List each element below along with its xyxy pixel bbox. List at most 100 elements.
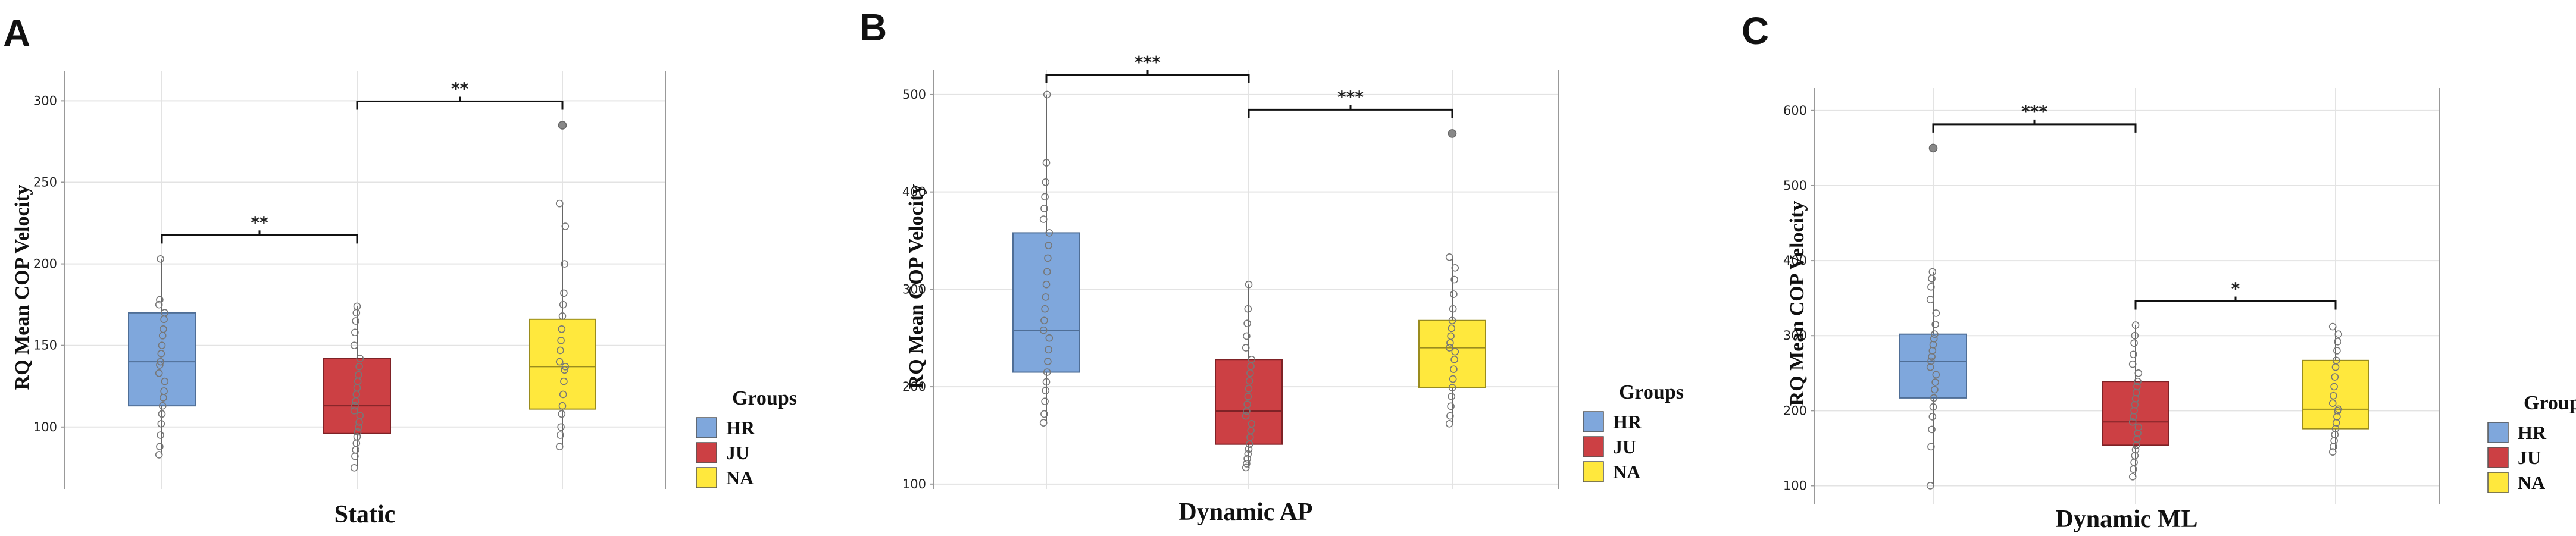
bracket-line — [1932, 123, 2137, 133]
data-point — [155, 451, 163, 459]
legend: Groups HR JU NA — [696, 387, 797, 488]
legend-swatch-NA — [1583, 461, 1604, 482]
data-point — [1446, 412, 1454, 420]
data-point — [355, 363, 363, 371]
data-point — [1931, 385, 1939, 394]
data-point — [2128, 360, 2137, 368]
data-point — [1450, 355, 1458, 363]
legend-title: Groups — [2524, 392, 2576, 414]
x-axis-label: Dynamic AP — [1178, 499, 1312, 526]
data-point — [1445, 420, 1453, 428]
box-JU — [2102, 321, 2169, 481]
panel-C: C 100 200 300 400 500 600 RQ Mean COP Velocity D… — [1742, 10, 2576, 533]
box-JU-iqr — [323, 358, 391, 434]
y-axis-label: RQ Mean COP Velocity — [11, 185, 33, 390]
data-point — [157, 358, 164, 366]
data-point — [2330, 383, 2338, 391]
data-point — [1039, 215, 1048, 223]
significance-label: ** — [451, 79, 469, 98]
data-point — [557, 423, 565, 431]
data-point — [1245, 385, 1253, 393]
data-point — [2131, 331, 2139, 340]
legend-label-JU: JU — [2518, 447, 2541, 468]
data-point — [2331, 373, 2339, 381]
legend-label-HR: HR — [2518, 422, 2547, 443]
data-point — [1448, 384, 1456, 392]
data-point — [2130, 350, 2137, 359]
legend: Groups HR JU NA — [2487, 392, 2576, 493]
panel-letter: B — [859, 6, 887, 49]
data-point — [557, 431, 564, 439]
data-point — [1447, 332, 1455, 340]
data-point — [155, 369, 163, 377]
data-point — [1042, 178, 1050, 186]
significance-bracket: *** — [1248, 87, 1453, 118]
data-point — [157, 350, 165, 358]
data-point — [1043, 368, 1051, 376]
data-point — [1243, 400, 1251, 408]
data-point — [352, 446, 359, 454]
data-point — [356, 412, 364, 419]
legend-swatch-HR — [1583, 411, 1604, 432]
data-point — [561, 222, 570, 230]
data-point — [1039, 326, 1048, 334]
data-point — [1245, 280, 1253, 289]
data-point — [157, 431, 164, 439]
data-point — [157, 420, 165, 428]
panel-letter: C — [1742, 10, 1769, 52]
data-point — [559, 390, 567, 399]
data-point — [557, 337, 565, 344]
data-point — [2328, 448, 2337, 456]
data-point — [156, 361, 164, 369]
data-point — [1451, 264, 1459, 272]
data-point — [1243, 460, 1251, 468]
box-HR — [1899, 143, 1967, 490]
legend-swatch-NA — [2487, 472, 2509, 493]
data-point — [2134, 377, 2142, 385]
significance-bracket: * — [2134, 279, 2337, 310]
data-point — [1450, 275, 1458, 284]
data-point — [561, 260, 568, 268]
data-point — [1041, 305, 1049, 313]
data-point — [1931, 320, 1939, 328]
data-point — [2134, 423, 2143, 431]
significance-bracket: ** — [161, 212, 358, 244]
data-point — [1449, 305, 1457, 313]
data-point — [560, 289, 568, 297]
y-axis-label: RQ Mean COP Velocity — [905, 184, 927, 390]
legend-label-HR: HR — [1613, 411, 1642, 432]
bracket-line — [356, 100, 564, 110]
y-axis-label: RQ Mean COP Velocity — [1786, 201, 1808, 406]
panel-B: B 100 200 300 400 500 RQ Mean COP Velocity Dyna… — [859, 6, 1684, 526]
data-point — [1044, 358, 1052, 365]
data-point — [2134, 369, 2143, 377]
data-point — [158, 341, 166, 349]
data-point — [355, 371, 362, 379]
legend-label-HR: HR — [726, 417, 755, 438]
y-tick-label: 500 — [902, 87, 926, 102]
data-point — [1930, 394, 1938, 402]
legend-label-NA: NA — [2518, 472, 2545, 493]
box-HR — [1012, 90, 1080, 427]
data-point — [1042, 280, 1051, 289]
data-point — [1044, 254, 1052, 262]
data-point — [1040, 316, 1048, 325]
box-NA — [1418, 129, 1486, 428]
bracket-line — [1248, 108, 1453, 118]
data-point — [352, 439, 361, 447]
data-point — [161, 309, 169, 317]
data-point — [1039, 419, 1048, 427]
significance-label: ** — [251, 212, 268, 232]
data-point — [350, 464, 358, 472]
data-point — [2331, 431, 2339, 439]
legend: Groups HR JU NA — [1583, 381, 1684, 482]
legend-swatch-NA — [696, 467, 717, 488]
data-point — [1045, 242, 1052, 249]
y-tick-label: 200 — [33, 257, 57, 271]
data-point — [156, 443, 164, 451]
data-point — [1931, 330, 1939, 338]
data-point — [558, 402, 567, 410]
data-point — [1248, 420, 1256, 428]
data-point — [1449, 375, 1457, 383]
